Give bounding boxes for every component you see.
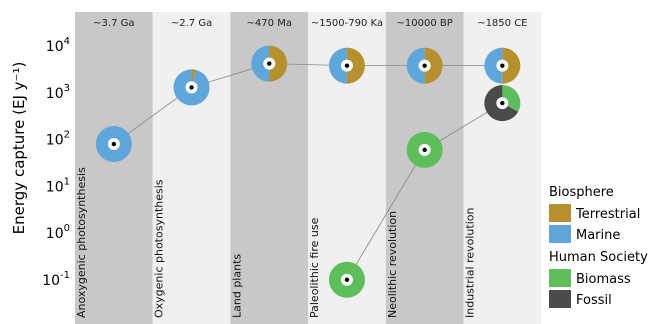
legend-label-biomass: Biomass bbox=[576, 272, 631, 287]
event-label: Oxygenic photosynthesis bbox=[153, 179, 166, 318]
period-label: ~10000 BP bbox=[397, 18, 453, 29]
legend-label-terrestrial: Terrestrial bbox=[575, 207, 640, 222]
column-band bbox=[152, 12, 231, 324]
point-center bbox=[344, 63, 350, 68]
point-center bbox=[422, 63, 427, 68]
event-label: Anoxygenic photosynthesis bbox=[75, 167, 88, 318]
terrestrial-slice bbox=[269, 45, 288, 82]
donut-marker bbox=[251, 45, 288, 82]
period-label: ~3.7 Ga bbox=[93, 18, 134, 29]
column-band bbox=[75, 12, 153, 324]
donut-marker bbox=[406, 47, 443, 84]
point-center bbox=[267, 61, 272, 66]
legend-group-title: Human Society bbox=[549, 250, 648, 265]
legend-swatch-fossil bbox=[549, 290, 571, 308]
data-points bbox=[95, 45, 521, 298]
legend-label-marine: Marine bbox=[576, 228, 620, 243]
marine-slice bbox=[328, 47, 347, 84]
terrestrial-slice bbox=[346, 47, 365, 84]
y-tick-label: 101 bbox=[46, 176, 70, 195]
period-label: ~1500-790 Ka bbox=[311, 18, 383, 29]
y-tick-label: 104 bbox=[46, 36, 70, 55]
event-label: Industrial revolution bbox=[464, 207, 477, 318]
event-label: Land plants bbox=[230, 254, 243, 318]
y-tick-label: 100 bbox=[46, 223, 70, 242]
event-label: Neolithic revolution bbox=[386, 211, 399, 318]
point-center bbox=[344, 277, 350, 282]
marine-slice bbox=[251, 45, 270, 82]
donut-marker bbox=[484, 85, 521, 122]
point-center bbox=[189, 85, 194, 90]
y-tick-label: 10-1 bbox=[42, 270, 70, 289]
marine-slice bbox=[406, 47, 425, 84]
terrestrial-slice bbox=[424, 47, 443, 84]
donut-marker bbox=[173, 69, 210, 106]
y-tick-label: 102 bbox=[46, 130, 70, 149]
legend-swatch-marine bbox=[549, 225, 571, 243]
period-label: ~1850 CE bbox=[477, 18, 527, 29]
point-center bbox=[500, 100, 505, 106]
point-center bbox=[500, 63, 505, 68]
legend-group-title: Biosphere bbox=[549, 185, 614, 200]
donut-marker bbox=[484, 47, 521, 84]
y-axis-label: Energy capture (EJ y⁻¹) bbox=[10, 62, 28, 235]
terrestrial-slice bbox=[502, 47, 521, 84]
donut-marker bbox=[328, 261, 365, 298]
legend: Biosphere Terrestrial Marine Human Society B… bbox=[549, 185, 648, 308]
donut-marker bbox=[328, 47, 365, 84]
legend-label-fossil: Fossil bbox=[576, 293, 612, 308]
y-axis-ticks: 104 103 102 101 100 10-1 bbox=[42, 36, 70, 289]
column-bands: ~3.7 Ga Anoxygenic photosynthesis ~2.7 Ga O… bbox=[75, 12, 542, 324]
legend-swatch-terrestrial bbox=[549, 204, 571, 222]
legend-swatch-biomass bbox=[549, 269, 571, 287]
y-tick-label: 103 bbox=[46, 83, 70, 102]
marine-slice bbox=[484, 47, 503, 84]
point-center bbox=[422, 147, 427, 153]
event-label: Paleolithic fire use bbox=[308, 217, 321, 318]
point-center bbox=[111, 141, 117, 147]
donut-marker bbox=[406, 131, 443, 168]
period-label: ~470 Ma bbox=[247, 18, 292, 29]
period-label: ~2.7 Ga bbox=[171, 18, 212, 29]
donut-marker bbox=[95, 126, 132, 163]
